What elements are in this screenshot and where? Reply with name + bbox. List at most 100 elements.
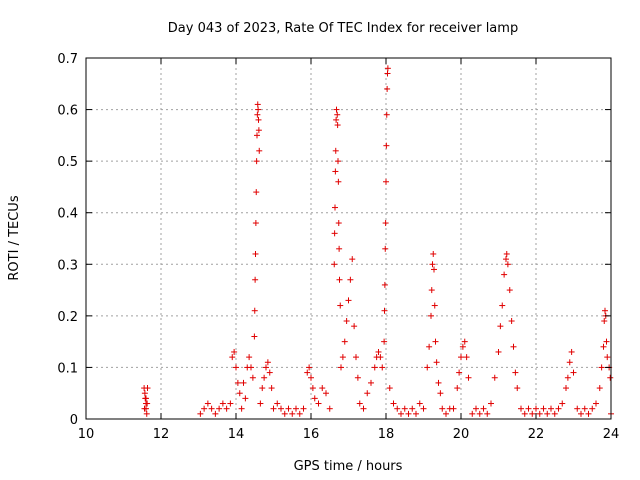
data-point	[469, 410, 476, 417]
data-point	[596, 385, 603, 392]
data-point	[238, 405, 245, 412]
data-point	[382, 245, 389, 252]
data-point	[428, 312, 434, 319]
data-point	[223, 405, 230, 412]
data-point	[429, 261, 436, 268]
data-point	[360, 405, 367, 412]
data-point	[249, 374, 256, 381]
data-point	[420, 405, 427, 412]
data-point	[394, 405, 401, 412]
y-tick-label: 0.6	[57, 104, 78, 119]
data-point	[255, 106, 262, 113]
chart-title: Day 043 of 2023, Rate Of TEC Index for r…	[168, 21, 518, 36]
data-point	[208, 405, 215, 412]
data-point	[503, 256, 509, 263]
data-point	[289, 410, 296, 417]
data-point	[548, 405, 554, 412]
data-point	[431, 266, 437, 273]
data-point	[308, 374, 314, 381]
data-point	[323, 390, 329, 397]
data-point	[501, 271, 508, 278]
data-point	[253, 189, 260, 196]
data-point	[227, 400, 234, 407]
data-point	[311, 395, 318, 402]
data-point	[336, 245, 343, 252]
data-point	[604, 354, 611, 361]
data-point	[529, 410, 536, 417]
data-point	[332, 168, 339, 175]
data-point	[564, 374, 571, 381]
x-tick-label: 18	[378, 427, 395, 442]
data-point	[437, 390, 444, 397]
data-point	[337, 302, 344, 309]
data-point	[309, 385, 316, 392]
data-point	[252, 250, 259, 257]
data-point	[544, 410, 551, 417]
data-point	[201, 405, 208, 412]
x-tick-label: 22	[528, 427, 545, 442]
data-point	[334, 111, 341, 118]
data-point	[338, 364, 344, 371]
data-point	[349, 256, 356, 263]
data-point	[263, 364, 269, 371]
data-point	[426, 343, 433, 350]
data-point	[336, 276, 343, 283]
data-point	[381, 281, 388, 288]
data-point	[300, 405, 307, 412]
data-point	[607, 374, 614, 381]
data-point	[326, 405, 333, 412]
data-point	[351, 323, 358, 330]
data-point	[456, 369, 463, 376]
data-point	[433, 359, 440, 366]
data-point	[450, 405, 457, 412]
data-point	[236, 390, 243, 397]
data-point	[497, 323, 504, 330]
data-point	[254, 101, 261, 108]
data-point	[383, 142, 390, 149]
data-point	[603, 338, 610, 345]
data-point	[488, 400, 494, 407]
data-point	[499, 302, 506, 309]
data-point	[143, 395, 149, 402]
data-point	[143, 410, 150, 417]
data-point	[508, 318, 515, 325]
data-point	[256, 147, 263, 154]
data-point	[334, 122, 341, 129]
data-point	[371, 364, 378, 371]
data-point	[356, 400, 363, 407]
data-point	[435, 379, 442, 386]
data-point	[364, 390, 371, 397]
data-point	[430, 250, 437, 257]
data-point	[268, 385, 275, 392]
data-point	[335, 178, 342, 185]
data-point	[570, 369, 577, 376]
data-point	[443, 410, 449, 417]
grid	[86, 58, 611, 419]
data-point	[405, 410, 412, 417]
data-point	[343, 318, 350, 325]
data-point	[384, 65, 391, 72]
data-point	[503, 250, 510, 257]
data-point	[510, 343, 517, 350]
y-tick-label: 0	[70, 413, 78, 428]
y-tick-label: 0.2	[57, 310, 78, 325]
data-point	[431, 302, 438, 309]
data-point	[254, 111, 261, 118]
data-point	[581, 405, 588, 412]
data-point	[589, 405, 596, 412]
data-point	[473, 405, 479, 412]
data-point	[339, 354, 346, 361]
data-point	[602, 307, 608, 314]
x-tick-label: 12	[153, 427, 170, 442]
data-point	[401, 405, 408, 412]
data-point	[332, 147, 339, 154]
data-point	[261, 374, 268, 381]
data-point	[248, 364, 254, 371]
data-point	[377, 354, 384, 361]
data-point	[240, 379, 247, 386]
data-point	[476, 410, 483, 417]
data-point	[454, 385, 461, 392]
data-point	[585, 410, 592, 417]
data-point	[563, 385, 569, 392]
x-tick-label: 10	[78, 427, 95, 442]
